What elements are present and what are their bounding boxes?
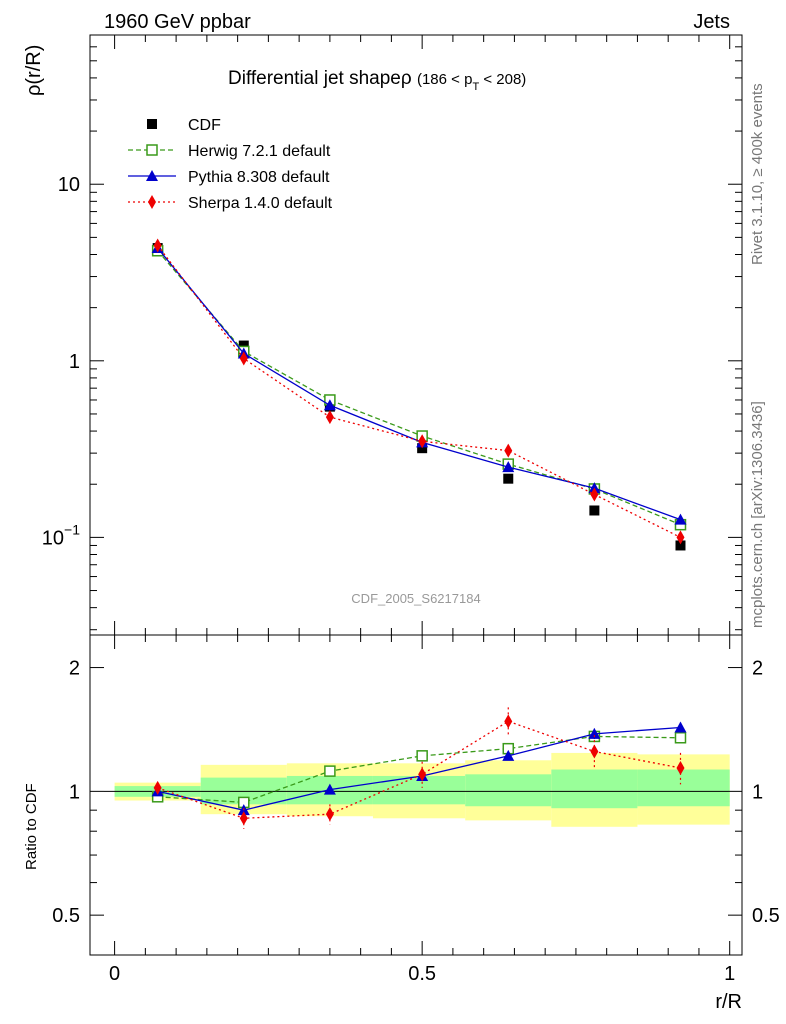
data-point [238, 340, 249, 351]
rivet-label: Rivet 3.1.10, ≥ 400k events [749, 83, 766, 265]
main-y-tick-exponent: −1 [64, 521, 80, 537]
ratio-panel: 2 2 1 1 0.5 0.5 0 0.5 1 [52, 634, 780, 985]
ratio-data-point [325, 807, 334, 822]
main-ylabel: ρ(r/R) [23, 45, 45, 96]
ratio-data-point [674, 721, 687, 733]
uncertainty-band-inner [551, 769, 638, 809]
data-point [323, 399, 336, 411]
series-line [157, 245, 681, 538]
data-point [589, 505, 600, 516]
legend-label: Pythia 8.308 default [188, 169, 330, 186]
legend-entry: Herwig 7.2.1 default [128, 143, 331, 160]
uncertainty-band-inner [465, 774, 552, 807]
main-y-tick-label: 10−1 [42, 521, 80, 549]
ratio-frame [89, 634, 743, 956]
main-title: Differential jet shapeρ (186 < pT < 208) [228, 68, 526, 93]
series-pythia [151, 242, 687, 525]
legend-marker [146, 144, 158, 156]
ratio-data-point [502, 749, 515, 761]
uncertainty-band-inner [637, 769, 730, 807]
series-line [157, 247, 681, 521]
data-point [239, 351, 248, 366]
ratio-data-point [153, 780, 162, 795]
data-point [675, 540, 686, 551]
ratio-ylabel: Ratio to CDF [23, 783, 40, 870]
data-point [418, 434, 427, 449]
data-point [590, 487, 599, 502]
main-title-range-right: < 208) [479, 71, 526, 88]
ratio-data-point [590, 744, 599, 759]
data-point [674, 513, 687, 525]
legend-entry: CDF [147, 117, 221, 134]
main-title-range-left: (186 < p [417, 71, 472, 88]
legend-marker [148, 195, 156, 209]
main-panel: 10 1 10−1 [42, 34, 743, 636]
legend-marker [146, 170, 158, 181]
data-point [676, 530, 685, 545]
ratio-xlabel: r/R [715, 991, 742, 1013]
data-point [153, 238, 162, 253]
main-title-text: Differential jet shape [228, 68, 401, 89]
legend-marker [147, 119, 157, 129]
series-herwig [151, 245, 687, 531]
ratio-y-tick-label: 0.5 [52, 905, 80, 927]
data-point [503, 473, 514, 484]
data-point [504, 443, 513, 458]
ratio-data-point [324, 765, 336, 777]
ratio-data-point [239, 811, 248, 826]
ratio-data-point [504, 714, 513, 729]
ratio-x-tick-label: 0.5 [408, 963, 436, 985]
ratio-y-tick-label-right: 2 [752, 658, 763, 680]
ratio-y-tick-label: 2 [69, 658, 80, 680]
ratio-y-tick-label-right: 1 [752, 781, 763, 803]
legend-label: CDF [188, 117, 221, 134]
legend-entry: Pythia 8.308 default [128, 169, 330, 186]
ratio-x-tick-label: 0 [109, 963, 120, 985]
ratio-data-point [676, 760, 685, 775]
ratio-x-tick-label: 1 [724, 963, 735, 985]
main-title-symbol: ρ [401, 68, 412, 89]
ratio-y-tick-label: 1 [69, 781, 80, 803]
ratio-data-point [674, 732, 687, 744]
ratio-data-point [418, 767, 427, 782]
ratio-y-tick-label-right: 0.5 [752, 905, 780, 927]
series-cdf [152, 243, 686, 551]
series-sherpa [153, 238, 685, 545]
ratio-data-point [416, 750, 428, 762]
main-y-tick-label: 1 [69, 351, 80, 373]
legend-label: Herwig 7.2.1 default [188, 143, 331, 160]
header-right: Jets [693, 11, 730, 33]
legend-entry: Sherpa 1.4.0 default [128, 195, 333, 212]
main-y-tick-label: 10 [58, 174, 80, 196]
main-title-range-sub: T [472, 81, 479, 93]
ratio-data-point [323, 783, 336, 795]
ratio-series-sherpa [153, 707, 685, 829]
source-label: mcplots.cern.ch [arXiv:1306.3436] [749, 401, 766, 628]
data-point [325, 410, 334, 425]
header-left: 1960 GeV ppbar [104, 11, 251, 33]
analysis-watermark: CDF_2005_S6217184 [351, 591, 480, 606]
series-line [157, 250, 681, 526]
legend-label: Sherpa 1.4.0 default [188, 195, 333, 212]
ratio-data-point [588, 727, 601, 739]
legend: CDF Herwig 7.2.1 default Pythia 8.308 defa… [128, 117, 333, 212]
data-point [502, 461, 515, 473]
